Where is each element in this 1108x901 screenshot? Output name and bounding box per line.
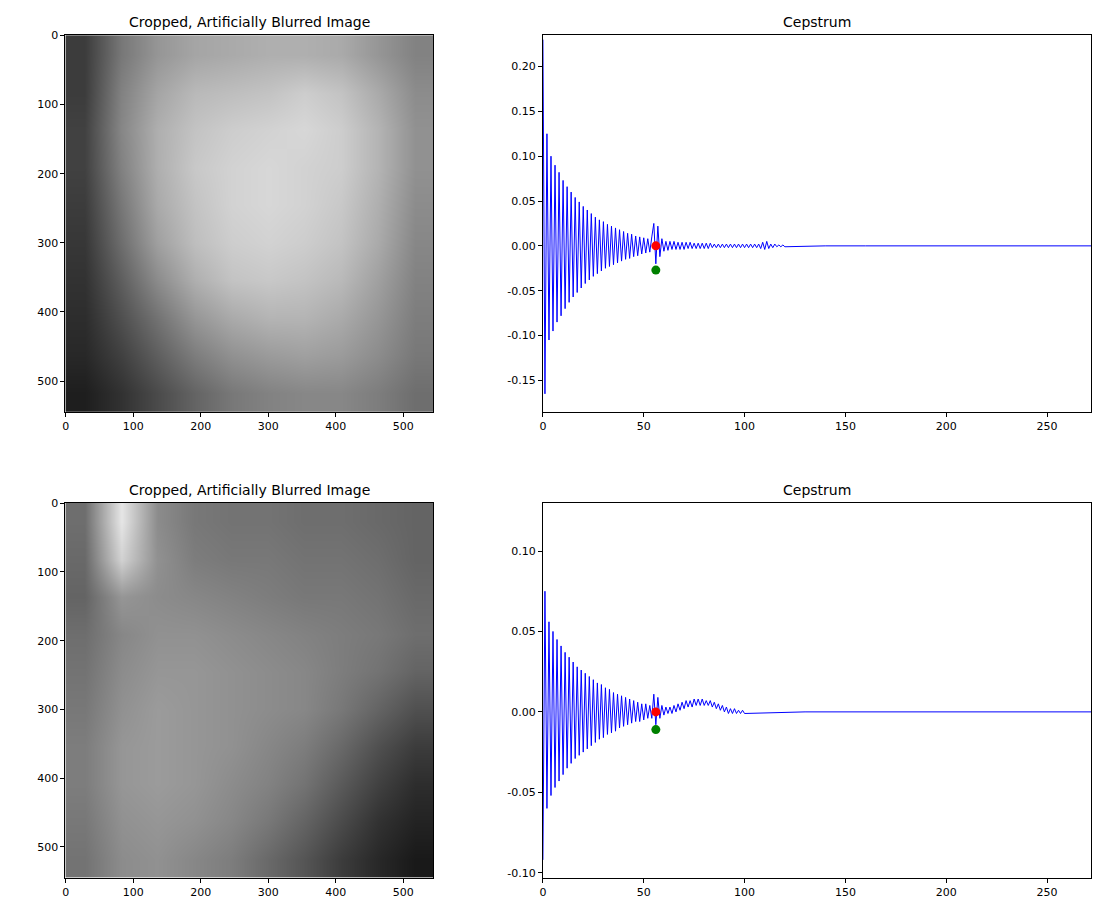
- svg-text:50: 50: [637, 886, 651, 899]
- svg-text:300: 300: [37, 703, 58, 716]
- svg-text:0: 0: [51, 497, 58, 510]
- svg-text:-0.05: -0.05: [507, 285, 535, 298]
- svg-text:250: 250: [1037, 886, 1058, 899]
- svg-text:Cepstrum: Cepstrum: [783, 482, 851, 498]
- svg-text:0: 0: [62, 886, 69, 899]
- svg-text:0.10: 0.10: [511, 545, 536, 558]
- svg-text:-0.10: -0.10: [507, 329, 535, 342]
- svg-text:Cropped, Artificially Blurred: Cropped, Artificially Blurred Image: [129, 482, 370, 498]
- svg-text:400: 400: [37, 306, 58, 319]
- svg-text:250: 250: [1037, 420, 1058, 433]
- svg-text:500: 500: [37, 841, 58, 854]
- svg-text:0: 0: [51, 29, 58, 42]
- svg-text:-0.10: -0.10: [507, 867, 535, 880]
- svg-text:500: 500: [393, 886, 414, 899]
- svg-text:-0.05: -0.05: [507, 786, 535, 799]
- svg-text:100: 100: [734, 420, 755, 433]
- svg-text:0.05: 0.05: [511, 195, 536, 208]
- svg-text:0.05: 0.05: [511, 625, 536, 638]
- svg-text:300: 300: [258, 886, 279, 899]
- svg-text:0: 0: [62, 420, 69, 433]
- svg-text:200: 200: [190, 420, 211, 433]
- svg-text:0.00: 0.00: [511, 706, 536, 719]
- svg-text:500: 500: [37, 375, 58, 388]
- svg-text:0: 0: [539, 886, 546, 899]
- svg-text:0.10: 0.10: [511, 150, 536, 163]
- svg-text:-0.15: -0.15: [507, 374, 535, 387]
- svg-text:100: 100: [37, 566, 58, 579]
- svg-text:200: 200: [936, 420, 957, 433]
- svg-text:0: 0: [539, 420, 546, 433]
- svg-text:100: 100: [123, 420, 144, 433]
- svg-text:200: 200: [37, 634, 58, 647]
- svg-text:300: 300: [37, 237, 58, 250]
- svg-text:200: 200: [190, 886, 211, 899]
- svg-text:400: 400: [325, 420, 346, 433]
- svg-text:150: 150: [835, 886, 856, 899]
- svg-text:500: 500: [393, 420, 414, 433]
- svg-text:150: 150: [835, 420, 856, 433]
- svg-text:200: 200: [37, 168, 58, 181]
- svg-text:Cropped, Artificially Blurred: Cropped, Artificially Blurred Image: [129, 14, 370, 30]
- svg-text:400: 400: [325, 886, 346, 899]
- svg-text:0.15: 0.15: [511, 105, 536, 118]
- svg-text:100: 100: [37, 98, 58, 111]
- svg-text:100: 100: [123, 886, 144, 899]
- svg-text:200: 200: [936, 886, 957, 899]
- svg-text:300: 300: [258, 420, 279, 433]
- svg-text:0.00: 0.00: [511, 240, 536, 253]
- svg-text:400: 400: [37, 772, 58, 785]
- svg-text:Cepstrum: Cepstrum: [783, 14, 851, 30]
- svg-text:0.20: 0.20: [511, 60, 536, 73]
- svg-text:50: 50: [637, 420, 651, 433]
- svg-text:100: 100: [734, 886, 755, 899]
